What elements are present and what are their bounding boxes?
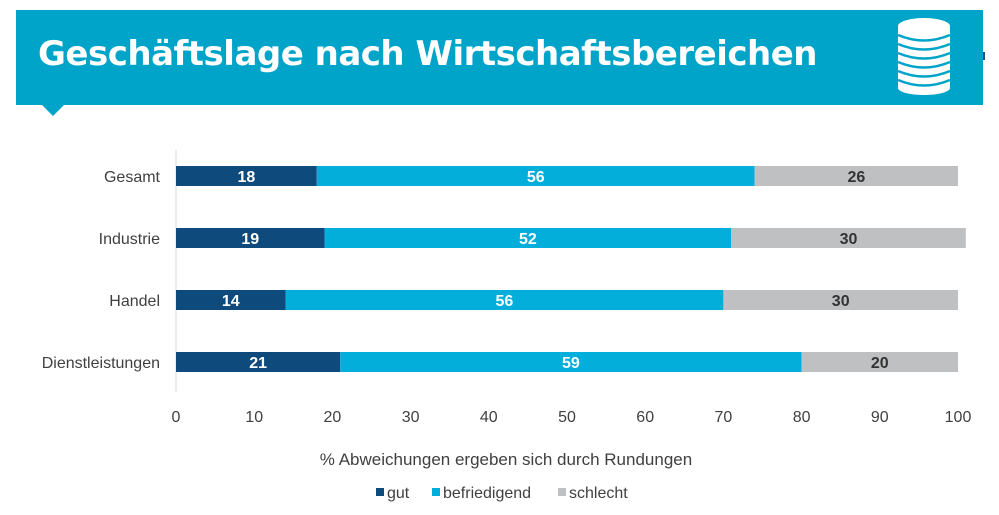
x-tick-label: 20 xyxy=(324,409,342,426)
x-tick-label: 80 xyxy=(793,409,811,426)
bar-schlecht-handel xyxy=(723,290,958,310)
banner-pointer xyxy=(41,104,65,116)
x-tick-label: 60 xyxy=(636,409,654,426)
title-banner xyxy=(16,10,983,105)
bar-gut-gesamt xyxy=(176,166,317,186)
data-label: 52 xyxy=(519,231,537,248)
x-tick-label: 10 xyxy=(245,409,263,426)
legend-swatch xyxy=(432,488,440,496)
bar-befriedigend-gesamt xyxy=(316,166,755,186)
data-label: 59 xyxy=(562,355,580,372)
x-tick-label: 50 xyxy=(558,409,576,426)
x-tick-label: 40 xyxy=(480,409,498,426)
bar-schlecht-industrie xyxy=(731,228,966,248)
data-label: 56 xyxy=(527,169,545,186)
category-label: Handel xyxy=(109,293,160,310)
banner-edge-mark xyxy=(983,52,985,60)
data-label: 21 xyxy=(249,355,267,372)
legend-label: schlecht xyxy=(569,485,628,502)
category-label: Dienstleistungen xyxy=(42,355,160,372)
x-axis-label: % Abweichungen ergeben sich durch Rundun… xyxy=(320,450,692,469)
legend-item-befriedigend: befriedigend xyxy=(432,485,531,502)
bar-gut-handel xyxy=(176,290,286,310)
legend-item-gut: gut xyxy=(376,485,410,502)
x-tick-label: 0 xyxy=(172,409,181,426)
data-label: 19 xyxy=(241,231,259,248)
data-label: 20 xyxy=(871,355,889,372)
page-title: Geschäftslage nach Wirtschaftsbereichen xyxy=(38,34,817,74)
bar-schlecht-dienstleistungen xyxy=(801,352,958,372)
bar-gut-dienstleistungen xyxy=(176,352,341,372)
data-label: 56 xyxy=(496,293,514,310)
legend-label: befriedigend xyxy=(443,485,531,502)
data-label: 30 xyxy=(840,231,858,248)
data-label: 26 xyxy=(847,169,865,186)
category-label: Gesamt xyxy=(104,169,161,186)
legend-label: gut xyxy=(387,485,410,502)
legend-swatch xyxy=(376,488,384,496)
bar-befriedigend-dienstleistungen xyxy=(340,352,802,372)
x-tick-label: 30 xyxy=(402,409,420,426)
bar-schlecht-gesamt xyxy=(754,166,958,186)
x-tick-label: 70 xyxy=(715,409,733,426)
bar-befriedigend-industrie xyxy=(324,228,732,248)
x-tick-label: 100 xyxy=(945,409,972,426)
x-tick-label: 90 xyxy=(871,409,889,426)
bar-gut-industrie xyxy=(176,228,325,248)
data-label: 30 xyxy=(832,293,850,310)
category-label: Industrie xyxy=(99,231,160,248)
data-label: 18 xyxy=(237,169,255,186)
legend-item-schlecht: schlecht xyxy=(558,485,628,502)
bar-befriedigend-handel xyxy=(285,290,724,310)
data-label: 14 xyxy=(222,293,240,310)
legend-swatch xyxy=(558,488,566,496)
database-coins-icon xyxy=(897,18,951,95)
